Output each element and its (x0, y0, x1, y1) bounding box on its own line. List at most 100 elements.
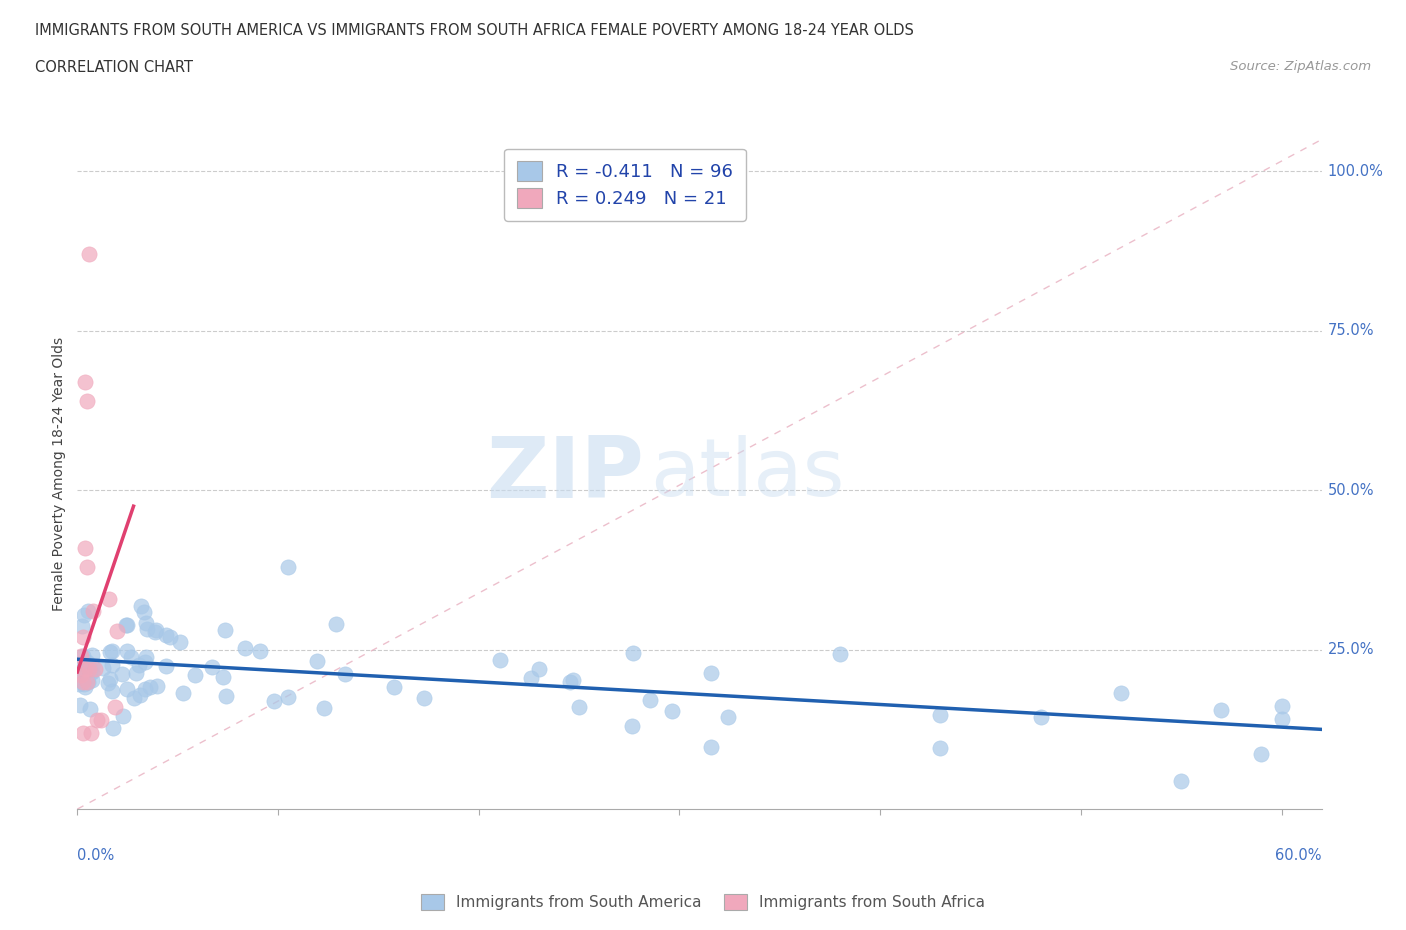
Text: IMMIGRANTS FROM SOUTH AMERICA VS IMMIGRANTS FROM SOUTH AFRICA FEMALE POVERTY AMO: IMMIGRANTS FROM SOUTH AMERICA VS IMMIGRA… (35, 23, 914, 38)
Text: 50.0%: 50.0% (1327, 483, 1374, 498)
Point (135, 649, 157, 664)
Legend: Immigrants from South America, Immigrants from South Africa: Immigrants from South America, Immigrant… (413, 886, 993, 918)
Point (67, 657, 90, 671)
Point (98, 591, 121, 606)
Point (82, 604, 104, 618)
Point (100, 658, 122, 672)
Text: 75.0%: 75.0% (1327, 324, 1374, 339)
Point (520, 671, 543, 685)
Point (75, 375, 97, 390)
Point (129, 599, 152, 614)
Point (79, 665, 101, 680)
Point (77, 604, 100, 618)
Point (335, 667, 357, 682)
Point (1109, 685, 1132, 700)
Point (621, 645, 644, 660)
Point (100, 644, 122, 658)
Point (69, 698, 91, 712)
Point (700, 666, 723, 681)
Text: 0.0%: 0.0% (77, 848, 114, 863)
Point (67, 676, 90, 691)
Point (76, 393, 98, 408)
Point (136, 622, 159, 637)
Point (128, 658, 150, 672)
Point (277, 690, 299, 705)
Point (120, 650, 142, 665)
Point (79, 701, 101, 716)
Point (640, 693, 662, 708)
Point (93, 661, 115, 676)
Point (129, 687, 152, 702)
Point (115, 618, 138, 632)
Point (172, 685, 194, 700)
Point (76, 674, 98, 689)
Point (107, 623, 129, 638)
Point (98, 671, 121, 686)
Point (1270, 711, 1292, 726)
Point (70, 618, 93, 633)
Point (90, 712, 112, 727)
Text: Source: ZipAtlas.com: Source: ZipAtlas.com (1230, 60, 1371, 73)
Point (97, 675, 120, 690)
Point (122, 691, 145, 706)
Point (82, 672, 104, 687)
Point (700, 739, 723, 754)
Text: CORRELATION CHART: CORRELATION CHART (35, 60, 193, 75)
Point (75, 680, 97, 695)
Point (562, 673, 585, 688)
Point (84, 661, 107, 676)
Point (929, 741, 952, 756)
Point (325, 617, 347, 631)
Point (139, 680, 162, 695)
Point (80, 725, 103, 740)
Point (115, 681, 138, 696)
Point (312, 700, 335, 715)
Point (1250, 747, 1272, 762)
Point (201, 659, 224, 674)
Point (134, 604, 156, 619)
Point (72, 674, 94, 689)
Point (111, 709, 134, 724)
Point (184, 668, 207, 683)
Point (70, 668, 93, 683)
Point (143, 625, 166, 640)
Point (80, 647, 103, 662)
Point (115, 644, 138, 658)
Point (263, 693, 285, 708)
Point (75, 540, 97, 555)
Point (70, 648, 93, 663)
Point (233, 641, 256, 656)
Y-axis label: Female Poverty Among 18-24 Year Olds: Female Poverty Among 18-24 Year Olds (52, 338, 66, 611)
Point (73, 676, 96, 691)
Point (1170, 773, 1192, 788)
Point (382, 680, 405, 695)
Text: 100.0%: 100.0% (1327, 164, 1384, 179)
Point (111, 667, 134, 682)
Point (215, 688, 238, 703)
Point (620, 719, 643, 734)
Point (101, 721, 124, 736)
Point (277, 559, 299, 574)
Point (72, 725, 94, 740)
Point (307, 654, 329, 669)
Point (79, 661, 101, 676)
Point (169, 635, 191, 650)
Point (100, 644, 122, 659)
Point (1270, 698, 1292, 713)
Point (135, 616, 157, 631)
Point (159, 630, 181, 644)
Point (568, 700, 591, 715)
Point (77, 658, 100, 673)
Point (76, 655, 98, 670)
Point (155, 627, 177, 642)
Point (717, 710, 740, 724)
Point (86, 712, 108, 727)
Text: ZIP: ZIP (485, 432, 644, 516)
Point (72, 630, 94, 644)
Point (212, 670, 235, 684)
Text: atlas: atlas (650, 435, 844, 513)
Point (115, 618, 138, 632)
Point (929, 708, 952, 723)
Point (1029, 710, 1052, 724)
Point (134, 655, 156, 670)
